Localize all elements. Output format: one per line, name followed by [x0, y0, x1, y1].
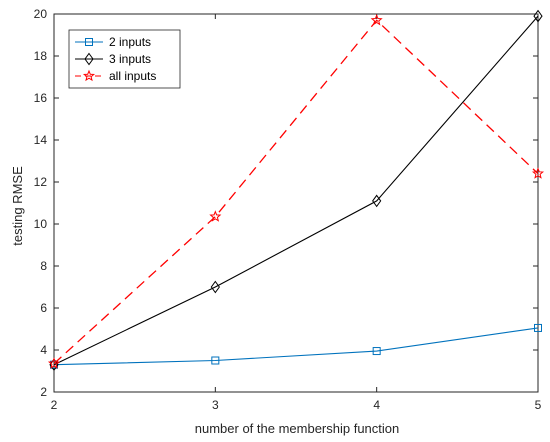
y-tick-label: 12: [34, 175, 48, 189]
data-point: [209, 210, 222, 222]
data-point: [372, 194, 382, 208]
data-point: [534, 323, 542, 332]
legend-label: all inputs: [109, 69, 156, 83]
y-tick-label: 14: [34, 133, 48, 147]
y-tick-label: 4: [40, 343, 47, 357]
y-tick-label: 18: [34, 49, 48, 63]
legend-label: 3 inputs: [109, 52, 151, 66]
legend-marker: [84, 52, 94, 66]
series-line: [53, 19, 539, 365]
data-point: [210, 280, 220, 294]
data-point: [49, 358, 59, 372]
data-point: [370, 13, 383, 26]
y-tick-label: 10: [34, 217, 48, 231]
y-tick-label: 2: [40, 385, 47, 399]
legend-marker: [82, 69, 96, 82]
x-tick-label: 3: [212, 398, 219, 412]
legend: 2 inputs 3 inputs all inputs: [68, 29, 181, 89]
y-axis-label: testing RMSE: [10, 166, 25, 246]
series-all-inputs: [47, 13, 545, 369]
legend-entry: 2 inputs: [75, 35, 151, 49]
legend-entry: 3 inputs: [75, 52, 151, 66]
data-point: [211, 356, 220, 365]
legend-marker: [85, 38, 93, 46]
x-axis-label: number of the membership function: [195, 421, 400, 436]
data-point: [531, 167, 545, 179]
series-line: [53, 15, 539, 366]
x-tick-label: 5: [535, 398, 542, 412]
x-tick-label: 4: [373, 398, 380, 412]
legend-entry: all inputs: [75, 69, 156, 83]
y-tick-label: 6: [40, 301, 47, 315]
y-tick-label: 20: [34, 7, 48, 21]
y-tick-label: 16: [34, 91, 48, 105]
data-point: [533, 9, 543, 23]
y-tick-label: 8: [40, 259, 47, 273]
series-3-inputs: [49, 9, 543, 372]
legend-label: 2 inputs: [109, 35, 151, 49]
x-tick-label: 2: [51, 398, 58, 412]
data-point: [372, 347, 381, 356]
series-line: [53, 327, 539, 366]
data-point: [47, 357, 61, 369]
